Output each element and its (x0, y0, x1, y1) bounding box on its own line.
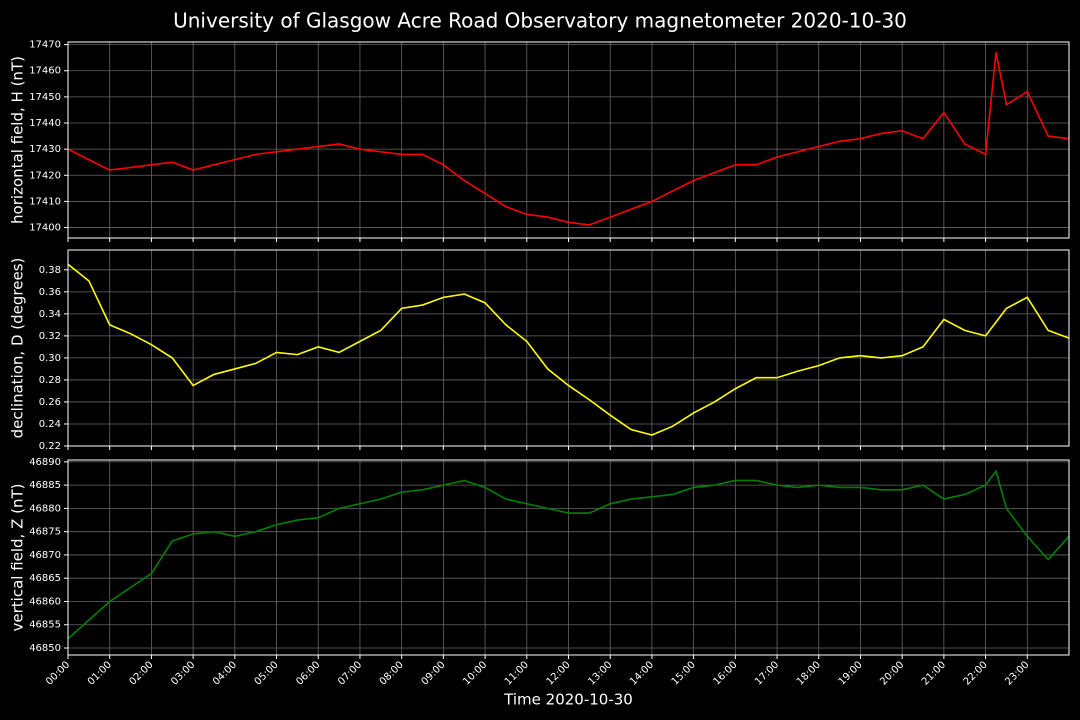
y-tick-label: 17440 (29, 118, 61, 129)
y-tick-label: 0.24 (39, 419, 61, 430)
axes-frame (67, 249, 1070, 447)
y-tick-label: 17450 (29, 92, 61, 103)
y-tick-label: 0.38 (39, 265, 61, 276)
y-tick-label: 0.30 (39, 353, 61, 364)
y-axis-label: declination, D (degrees) (9, 258, 27, 439)
data-line (67, 469, 1070, 640)
y-tick-label: 46880 (29, 503, 61, 514)
y-tick-label: 46875 (29, 527, 61, 538)
y-tick-label: 46860 (29, 596, 61, 607)
y-tick-label: 0.32 (39, 331, 61, 342)
y-tick-label: 17460 (29, 66, 61, 77)
y-tick-label: 46865 (29, 573, 61, 584)
axes-frame (67, 41, 1070, 239)
y-tick-label: 46890 (29, 457, 61, 468)
y-tick-label: 0.36 (39, 287, 61, 298)
y-tick-label: 46855 (29, 620, 61, 631)
y-tick-label: 0.28 (39, 375, 61, 386)
y-tick-label: 0.34 (39, 309, 61, 320)
data-line (67, 52, 1070, 226)
y-tick-label: 17420 (29, 170, 61, 181)
chart-title: University of Glasgow Acre Road Observat… (173, 9, 907, 33)
y-tick-label: 46870 (29, 550, 61, 561)
x-axis-label: Time 2020-10-30 (503, 691, 633, 709)
y-tick-label: 17400 (29, 223, 61, 234)
y-tick-label: 17430 (29, 144, 61, 155)
y-axis-label: horizontal field, H (nT) (9, 56, 27, 224)
y-tick-label: 46885 (29, 480, 61, 491)
y-axis-label: vertical field, Z (nT) (9, 483, 27, 631)
y-tick-label: 0.22 (39, 441, 61, 452)
y-tick-label: 17470 (29, 40, 61, 51)
y-tick-label: 0.26 (39, 397, 61, 408)
data-line (67, 263, 1070, 436)
axes-frame (67, 459, 1070, 656)
y-tick-label: 46850 (29, 643, 61, 654)
y-tick-label: 17410 (29, 196, 61, 207)
